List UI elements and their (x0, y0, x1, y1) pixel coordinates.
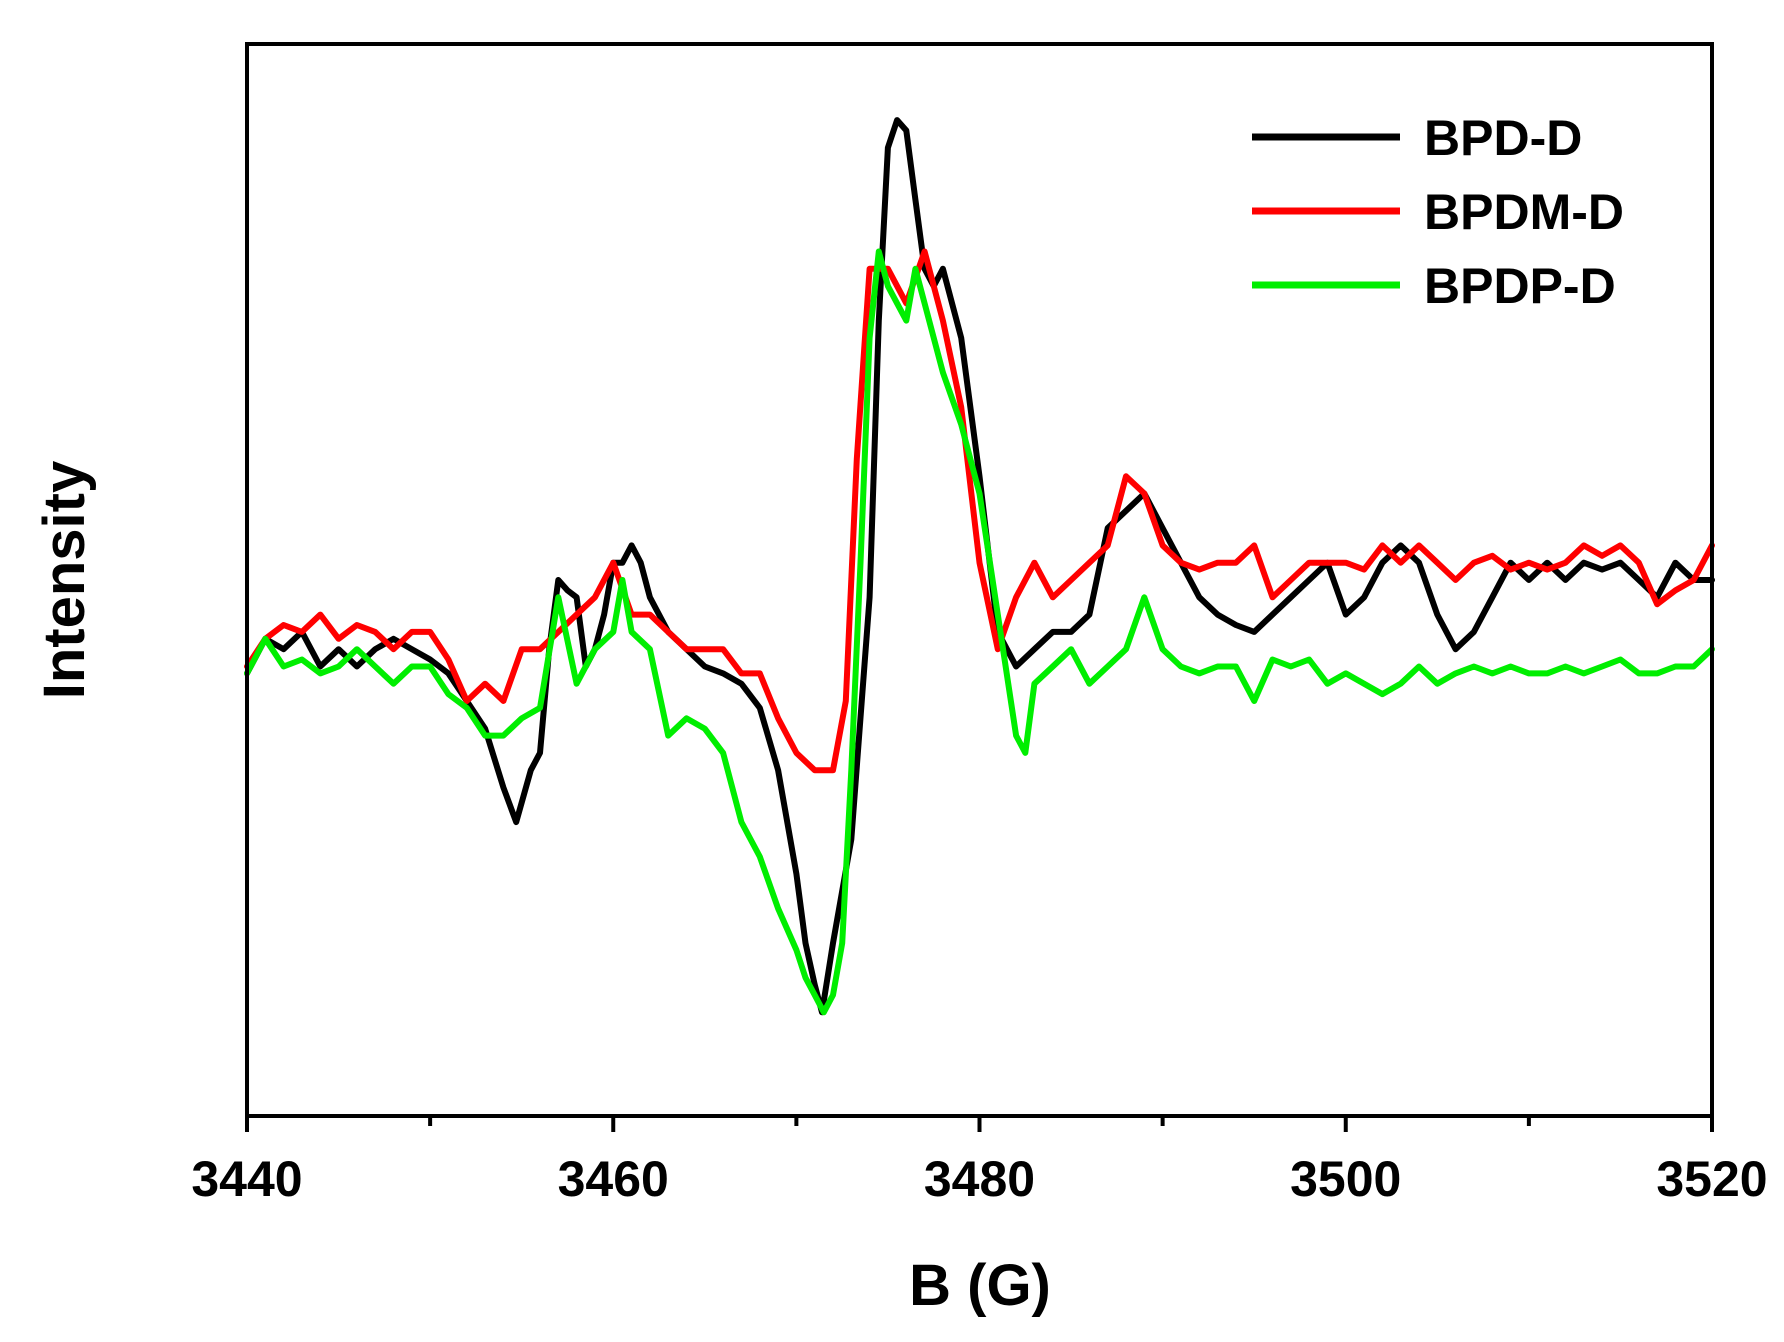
x-tick-label: 3480 (924, 1151, 1035, 1207)
x-tick-label: 3440 (191, 1151, 302, 1207)
x-tick-label: 3500 (1290, 1151, 1401, 1207)
legend-label-bpdp-d: BPDP-D (1424, 258, 1616, 314)
x-tick-label: 3520 (1656, 1151, 1767, 1207)
series-line-bpdp-d (244, 248, 1715, 1016)
legend: BPD-D BPDM-D BPDP-D (1252, 110, 1624, 314)
legend-label-bpdm-d: BPDM-D (1424, 184, 1624, 240)
legend-label-bpd-d: BPD-D (1424, 110, 1582, 166)
series-line-bpdm-d (244, 248, 1715, 774)
x-tick-label: 3460 (558, 1151, 669, 1207)
series-line-bpd-d (244, 117, 1715, 1016)
series-layer (244, 117, 1715, 1016)
x-axis-ticks: 3440 3460 3480 3500 3520 (191, 1116, 1768, 1207)
x-axis-title: B (G) (909, 1253, 1051, 1318)
y-axis-title: Intensity (32, 461, 97, 700)
